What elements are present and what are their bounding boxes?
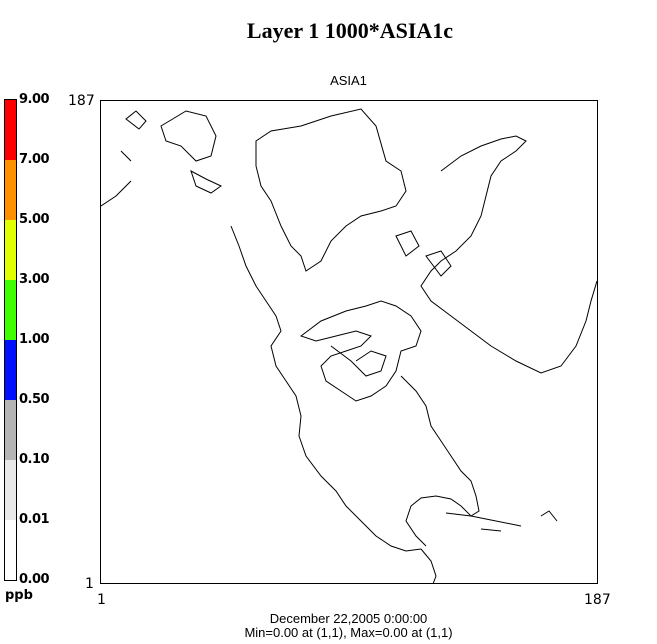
legend-label: 0.10 <box>19 452 50 467</box>
color-legend <box>4 99 17 581</box>
legend-label: 0.01 <box>19 512 50 527</box>
legend-segment <box>5 100 16 160</box>
y-axis-min: 1 <box>85 576 94 592</box>
legend-label: 3.00 <box>19 272 50 287</box>
coastline-map <box>100 108 598 585</box>
coastline-asia <box>420 135 598 374</box>
legend-segment <box>5 280 16 340</box>
legend-segment <box>5 460 16 520</box>
legend-label: 0.50 <box>19 392 50 407</box>
legend-segment <box>5 400 16 460</box>
x-axis-min: 1 <box>97 592 106 608</box>
legend-label: 0.00 <box>19 572 50 587</box>
coastline-north-america-east <box>400 375 480 547</box>
legend-segment <box>5 520 16 580</box>
plot-subtitle: ASIA1 <box>330 73 367 88</box>
legend-units: ppb <box>5 588 33 603</box>
legend-label: 7.00 <box>19 152 50 167</box>
plot-title: Layer 1 1000*ASIA1c <box>246 18 454 43</box>
y-axis-max: 187 <box>68 93 95 109</box>
coastline-hudson-bay <box>299 300 422 402</box>
legend-label: 1.00 <box>19 332 50 347</box>
footer-date: December 22,2005 0:00:00 <box>269 611 428 626</box>
footer-stats: Min=0.00 at (1,1), Max=0.00 at (1,1) <box>244 625 453 640</box>
x-axis-max: 187 <box>584 592 611 608</box>
coastline-central-america <box>420 548 437 585</box>
coastline-caribbean <box>445 510 558 532</box>
legend-label: 9.00 <box>19 92 50 107</box>
coastline-greenland <box>255 108 407 272</box>
legend-segment <box>5 220 16 280</box>
legend-segment <box>5 340 16 400</box>
legend-segment <box>5 160 16 220</box>
legend-label: 5.00 <box>19 212 50 227</box>
map-frame <box>100 100 598 585</box>
coastline-north-america-west <box>230 225 422 552</box>
coastline-islands <box>100 110 452 377</box>
